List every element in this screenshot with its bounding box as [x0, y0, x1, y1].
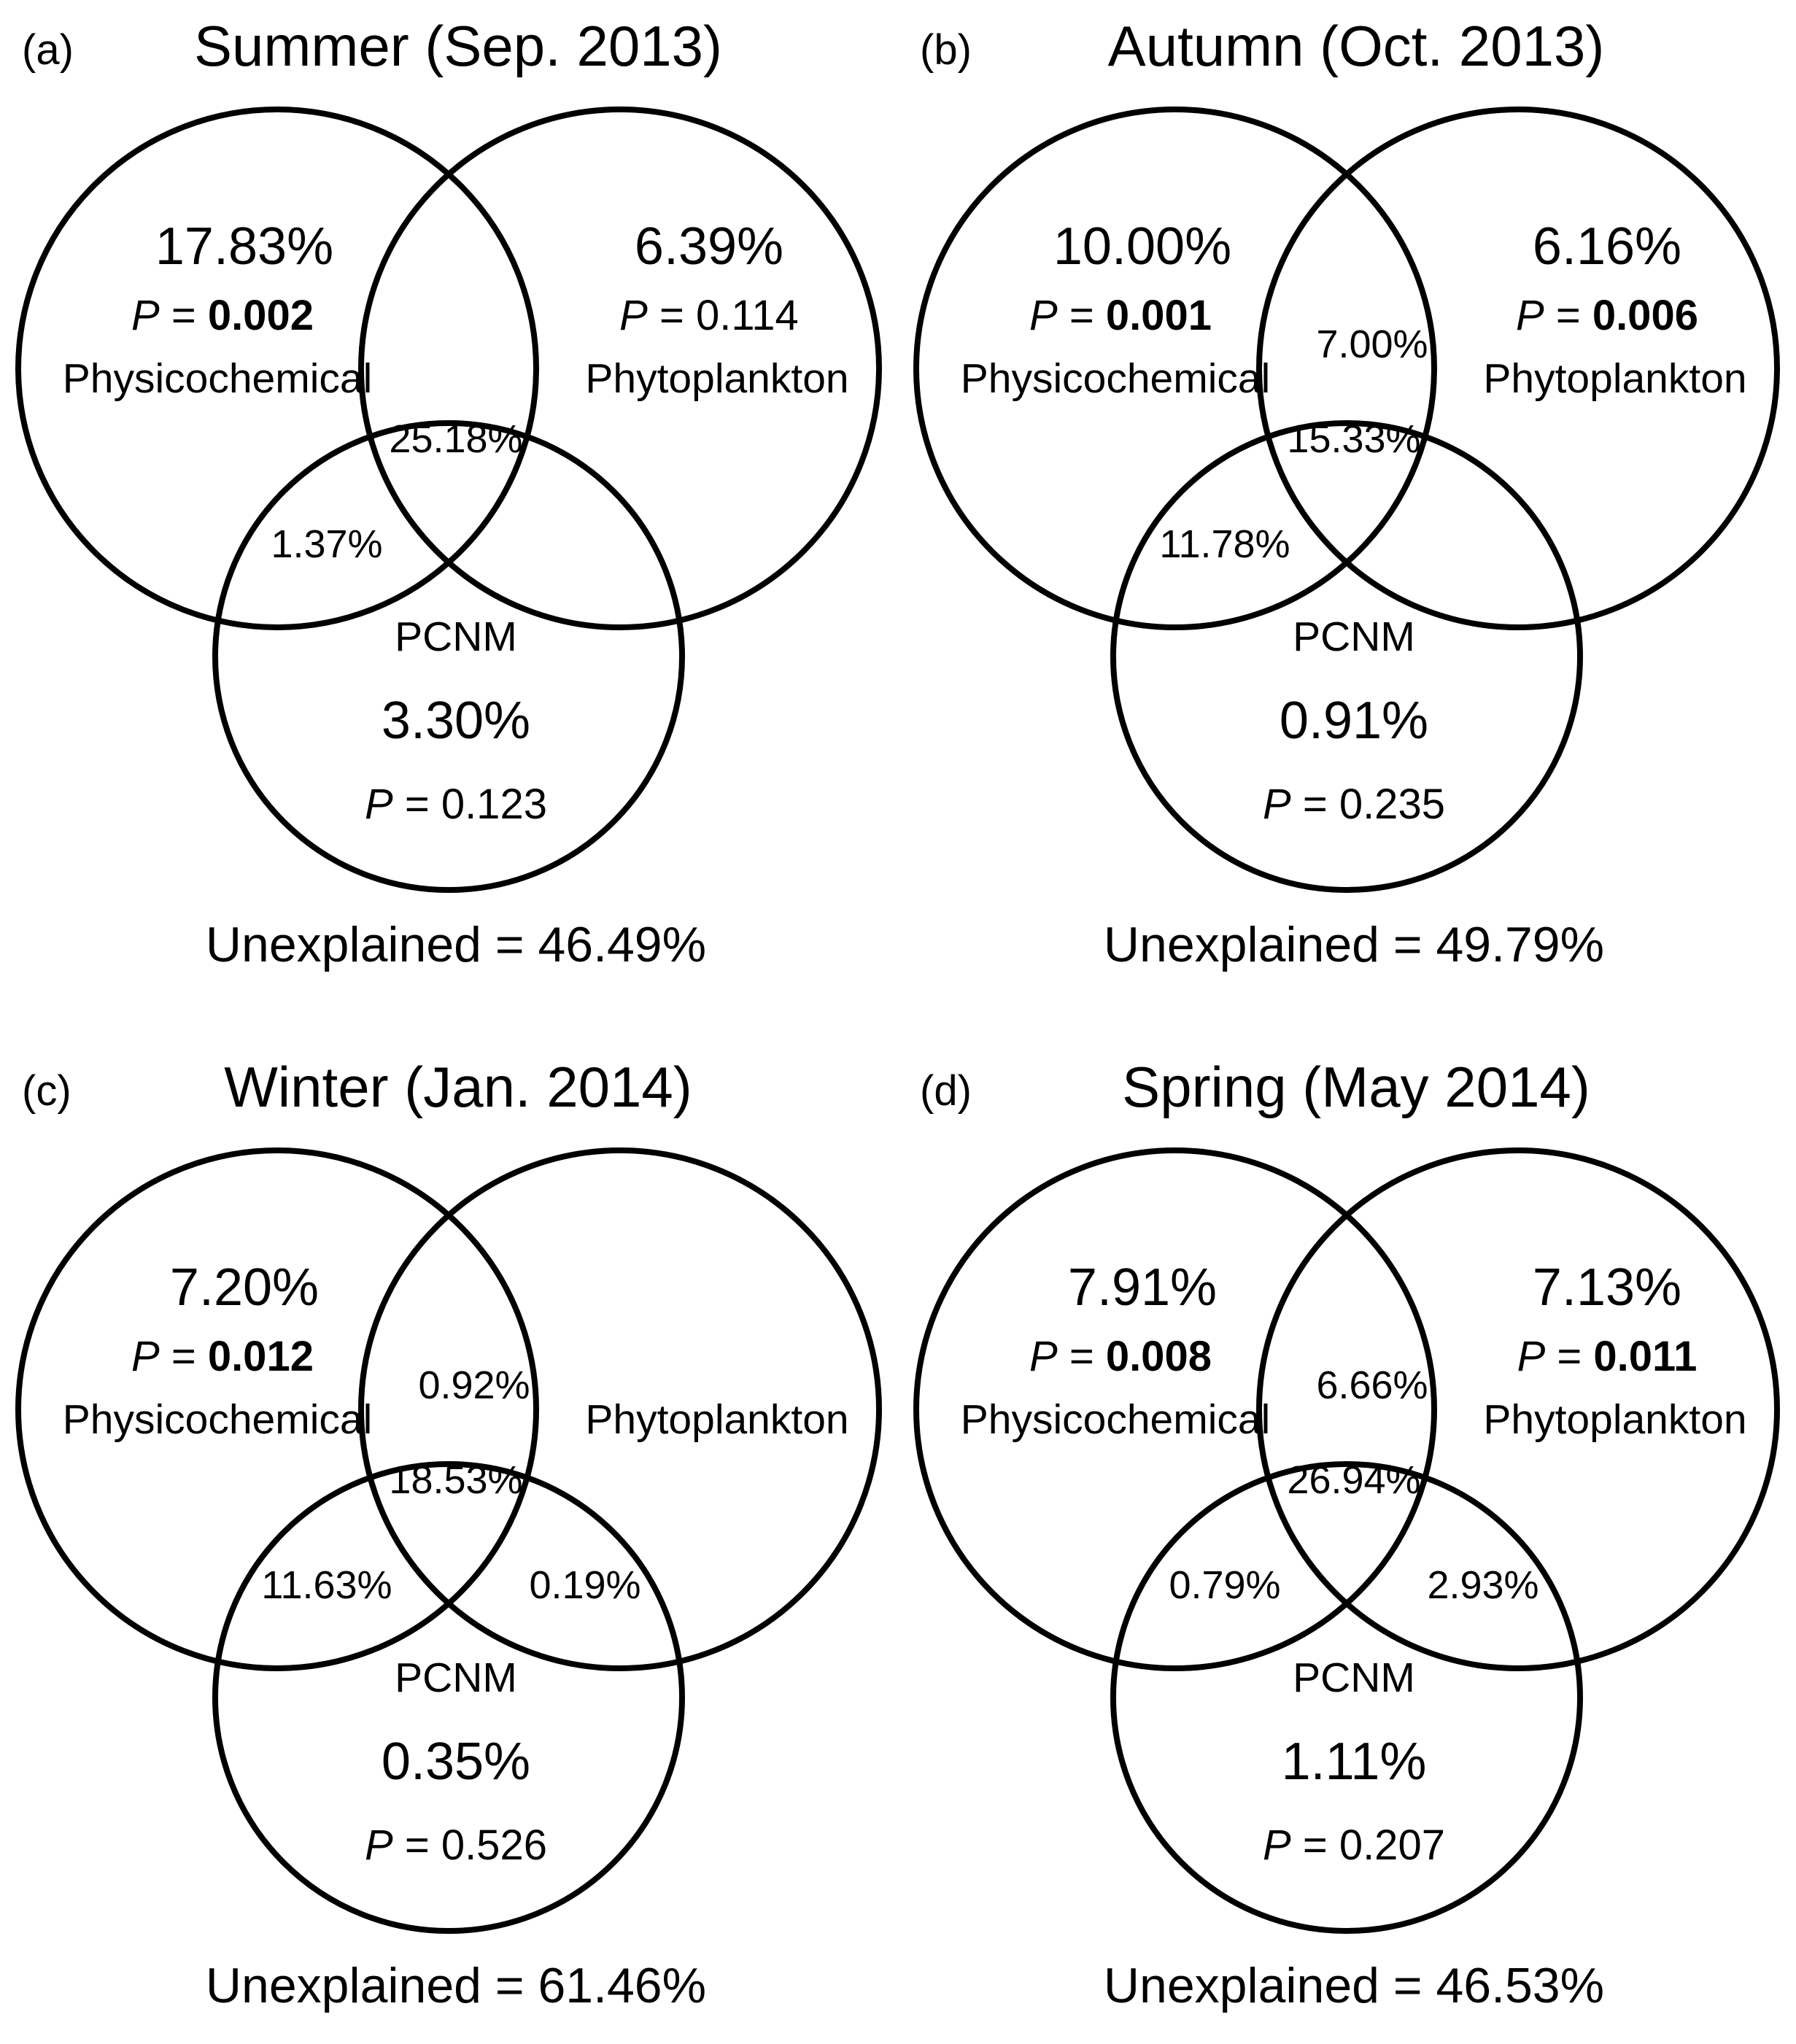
physicochemical-percentage: 10.00%	[1053, 217, 1231, 276]
pcnm-p-value: P = 0.235	[1263, 781, 1445, 828]
phytoplankton-percentage: 7.13%	[1533, 1258, 1681, 1317]
overlap-physico-phyto: 0.92%	[418, 1363, 530, 1407]
panel-letter: (a)	[22, 26, 74, 74]
physicochemical-circle	[913, 107, 1437, 630]
phytoplankton-label: Phytoplankton	[585, 1396, 848, 1443]
venn-diagram-autumn: (b) Autumn (Oct. 2013) 10.00% P = 0.001 …	[913, 14, 1780, 972]
unexplained-text: Unexplained = 61.46%	[206, 1958, 706, 2013]
pcnm-label: PCNM	[395, 613, 517, 660]
panel-title: Spring (May 2014)	[1122, 1055, 1590, 1119]
phytoplankton-p-value: P = 0.011	[1517, 1333, 1698, 1380]
physicochemical-percentage: 7.20%	[170, 1258, 319, 1317]
physicochemical-p-value: P = 0.008	[1029, 1333, 1212, 1380]
unexplained-text: Unexplained = 46.53%	[1104, 1958, 1604, 2013]
phytoplankton-circle	[358, 1147, 882, 1671]
pcnm-percentage: 0.91%	[1280, 692, 1428, 750]
overlap-physico-phyto: 6.66%	[1316, 1363, 1428, 1407]
panel-d: (d) Spring (May 2014) 7.91% P = 0.008 Ph…	[898, 1022, 1796, 2044]
phytoplankton-circle	[1256, 1147, 1780, 1671]
panel-c: (c) Winter (Jan. 2014) 7.20% P = 0.012 P…	[0, 1022, 898, 2044]
physicochemical-p-value: P = 0.001	[1029, 292, 1212, 339]
overlap-all-three: 26.94%	[1287, 1458, 1420, 1502]
pcnm-label: PCNM	[395, 1654, 517, 1701]
phytoplankton-label: Phytoplankton	[585, 355, 848, 402]
pcnm-circle	[1110, 420, 1583, 893]
venn-diagram-spring: (d) Spring (May 2014) 7.91% P = 0.008 Ph…	[913, 1055, 1780, 2013]
physicochemical-label: Physicochemical	[961, 1396, 1271, 1443]
unexplained-text: Unexplained = 46.49%	[206, 917, 706, 972]
phytoplankton-label: Phytoplankton	[1483, 1396, 1746, 1443]
overlap-all-three: 25.18%	[389, 417, 522, 461]
overlap-phyto-pcnm: 2.93%	[1427, 1563, 1538, 1607]
panel-letter: (d)	[920, 1067, 972, 1115]
overlap-all-three: 15.33%	[1287, 417, 1420, 461]
physicochemical-circle	[15, 1147, 539, 1671]
phytoplankton-p-value: P = 0.114	[619, 292, 799, 339]
pcnm-label: PCNM	[1293, 1654, 1415, 1701]
overlap-physico-pcnm: 11.63%	[261, 1563, 392, 1607]
physicochemical-percentage: 7.91%	[1068, 1258, 1217, 1317]
physicochemical-label: Physicochemical	[961, 355, 1271, 402]
overlap-physico-phyto: 7.00%	[1316, 322, 1428, 366]
unexplained-text: Unexplained = 49.79%	[1104, 917, 1604, 972]
physicochemical-circle	[15, 107, 539, 630]
panel-title: Winter (Jan. 2014)	[224, 1055, 692, 1119]
panel-b: (b) Autumn (Oct. 2013) 10.00% P = 0.001 …	[898, 0, 1796, 1022]
pcnm-percentage: 3.30%	[382, 692, 530, 750]
physicochemical-percentage: 17.83%	[155, 217, 333, 276]
overlap-physico-pcnm: 0.79%	[1169, 1563, 1280, 1607]
overlap-phyto-pcnm: 0.19%	[529, 1563, 640, 1607]
physicochemical-label: Physicochemical	[63, 355, 373, 402]
pcnm-percentage: 0.35%	[382, 1733, 530, 1791]
venn-diagram-summer: (a) Summer (Sep. 2013) 17.83% P = 0.002 …	[15, 14, 882, 972]
pcnm-p-value: P = 0.526	[365, 1822, 547, 1869]
venn-diagram-winter: (c) Winter (Jan. 2014) 7.20% P = 0.012 P…	[15, 1055, 882, 2013]
pcnm-circle	[212, 1461, 685, 1934]
physicochemical-p-value: P = 0.012	[131, 1333, 314, 1380]
phytoplankton-p-value: P = 0.006	[1516, 292, 1698, 339]
pcnm-circle	[212, 420, 685, 893]
pcnm-label: PCNM	[1293, 613, 1415, 660]
physicochemical-p-value: P = 0.002	[131, 292, 314, 339]
panel-a: (a) Summer (Sep. 2013) 17.83% P = 0.002 …	[0, 0, 898, 1022]
panel-letter: (c)	[22, 1067, 71, 1115]
pcnm-circle	[1110, 1461, 1583, 1934]
physicochemical-label: Physicochemical	[63, 1396, 373, 1443]
phytoplankton-circle	[358, 107, 882, 630]
phytoplankton-circle	[1256, 107, 1780, 630]
overlap-physico-pcnm: 11.78%	[1159, 522, 1290, 566]
panel-title: Summer (Sep. 2013)	[194, 14, 722, 78]
pcnm-p-value: P = 0.123	[365, 781, 547, 828]
overlap-all-three: 18.53%	[389, 1458, 522, 1502]
physicochemical-circle	[913, 1147, 1437, 1671]
pcnm-p-value: P = 0.207	[1263, 1822, 1445, 1869]
panel-title: Autumn (Oct. 2013)	[1108, 14, 1605, 78]
panel-letter: (b)	[920, 26, 972, 74]
pcnm-percentage: 1.11%	[1282, 1733, 1427, 1791]
phytoplankton-label: Phytoplankton	[1483, 355, 1746, 402]
phytoplankton-percentage: 6.39%	[635, 217, 783, 276]
phytoplankton-percentage: 6.16%	[1533, 217, 1681, 276]
overlap-physico-pcnm: 1.37%	[271, 522, 382, 566]
